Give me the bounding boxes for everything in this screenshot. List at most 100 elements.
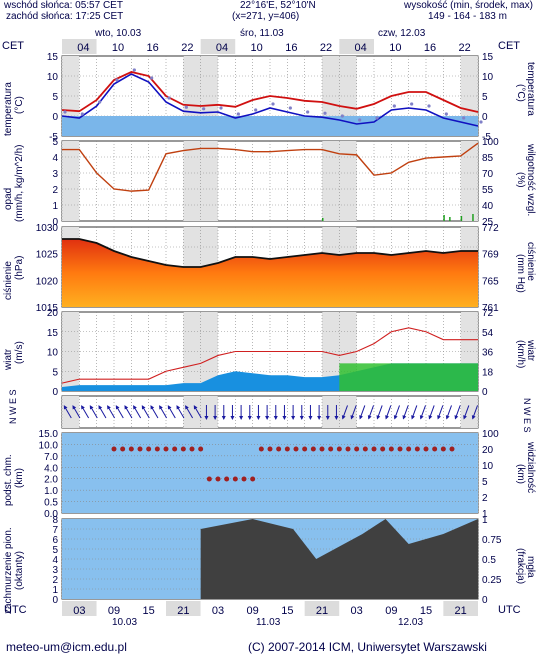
- wind-direction-arrow: [308, 405, 313, 420]
- arrow-head: [454, 415, 459, 420]
- wind-strong-area: [339, 363, 478, 391]
- axis-tick-label: 5: [52, 137, 58, 148]
- grid-coordinates-text: (x=271, y=406): [232, 11, 300, 22]
- arrow-head: [133, 405, 137, 410]
- axis-tick-label: 769: [482, 250, 499, 261]
- cloud-base-dot: [232, 476, 238, 482]
- wind-direction-arrow: [282, 405, 287, 420]
- wind-direction-arrow: [141, 405, 150, 419]
- bottom-hour-band: [62, 601, 97, 616]
- bottom-hour-label: 03: [351, 605, 363, 617]
- top-hour-label: 22: [459, 42, 471, 54]
- night-band: [62, 312, 80, 391]
- arrow-head: [445, 415, 450, 420]
- top-hour-label: 10: [112, 42, 124, 54]
- arrow-head: [299, 416, 304, 420]
- dewpoint-dot: [427, 104, 431, 108]
- arrow-head: [273, 416, 278, 420]
- axis-tick-label: 10.0: [39, 440, 59, 451]
- cloud-base-dot: [310, 446, 316, 452]
- elevation-title: wysokość (min, środek, max): [404, 0, 533, 11]
- cloud-base-dot: [215, 476, 221, 482]
- top-hour-band: [374, 39, 409, 54]
- top-hour-band: [96, 39, 132, 54]
- dewpoint-dot: [236, 112, 240, 116]
- wind-direction-arrow: [167, 405, 176, 419]
- wind-direction-arrow: [299, 405, 304, 420]
- axis-tick-label: 1015: [36, 303, 59, 314]
- axis-tick-label: -5: [49, 132, 58, 143]
- top-hour-band: [339, 39, 374, 54]
- arrow-head: [89, 405, 94, 410]
- axis-tick-label: 20: [482, 445, 494, 456]
- dewpoint-dot: [254, 108, 258, 112]
- arrow-head: [282, 416, 287, 420]
- cloud-base-dot: [284, 446, 290, 452]
- axis-tick-label: 2: [52, 575, 58, 586]
- axis-tick-label: 765: [482, 276, 499, 287]
- top-hour-label: 16: [285, 42, 297, 54]
- bottom-date-2: 11.03: [256, 617, 281, 628]
- cloud-cover-area: [200, 519, 478, 599]
- dewpoint-dot: [410, 102, 414, 106]
- bottom-hour-label: 09: [247, 605, 259, 617]
- cloud-base-dot: [328, 446, 334, 452]
- cloud-base-dot: [432, 446, 438, 452]
- arrow-head: [150, 405, 155, 410]
- arrow-head: [204, 416, 209, 420]
- axis-tick-label: 5: [52, 367, 58, 378]
- bottom-hour-label: 21: [316, 605, 328, 617]
- cloud-base-dot: [354, 446, 360, 452]
- axis-tick-label: 10: [482, 461, 494, 472]
- arrow-head: [419, 415, 424, 420]
- temp-max-line: [61, 71, 479, 113]
- footer-copyright: (C) 2007-2014 ICM, Uniwersytet Warszawsk…: [248, 640, 487, 654]
- axis-tick-label: 0: [482, 387, 488, 398]
- axis-tick-label: 85: [482, 153, 494, 164]
- arrow-head: [167, 405, 172, 410]
- arrow-head: [185, 405, 189, 410]
- top-hour-label: 04: [355, 42, 367, 54]
- dewpoint-dot: [80, 112, 84, 116]
- axis-tick-label: 10: [47, 348, 59, 359]
- wind-direction-arrow: [107, 405, 116, 419]
- wind-direction-arrow: [359, 405, 366, 420]
- axis-tick-label: 55: [482, 185, 494, 196]
- wind-direction-arrow: [291, 405, 296, 420]
- axis-tick-label: 2: [482, 493, 488, 504]
- axis-tick-label: 0: [52, 112, 58, 123]
- arrow-head: [124, 405, 129, 410]
- axis-tick-label: 40: [482, 201, 494, 212]
- arrow-head: [350, 415, 355, 420]
- wind-direction-arrow: [150, 405, 159, 419]
- axis-tick-label: 761: [482, 303, 499, 314]
- arrow-head: [385, 415, 389, 420]
- arrow-head: [367, 415, 372, 420]
- top-hour-band: [270, 39, 305, 54]
- bottom-hour-label: 15: [281, 605, 293, 617]
- arrow-head: [230, 416, 235, 420]
- bottom-hour-band: [235, 601, 270, 616]
- bottom-hour-label: 15: [420, 605, 432, 617]
- footer-email[interactable]: meteo-um@icm.edu.pl: [6, 640, 127, 654]
- arrow-head: [471, 415, 476, 420]
- axis-tick-label: 772: [482, 223, 499, 234]
- night-band: [62, 396, 80, 428]
- axis-tick-label: 100: [482, 429, 499, 440]
- axis-tick-label: 5: [482, 477, 488, 488]
- wind-direction-arrow: [437, 405, 444, 420]
- axis-tick-label: 2: [52, 185, 58, 196]
- axis-tick-label: 7: [52, 525, 58, 536]
- cloud-base-dot: [198, 446, 204, 452]
- wind-direction-arrow: [411, 405, 418, 420]
- cloud-base-dot: [189, 446, 195, 452]
- bottom-hour-band: [408, 601, 444, 616]
- arrow-head: [247, 416, 252, 420]
- bottom-hour-label: 03: [73, 605, 85, 617]
- top-hour-label: 10: [251, 42, 263, 54]
- axis-tick-label: 1: [482, 509, 488, 520]
- wind-direction-arrow: [115, 405, 124, 419]
- wind-direction-arrow: [463, 405, 470, 420]
- dewpoint-dot: [392, 104, 396, 108]
- arrow-head: [256, 416, 261, 420]
